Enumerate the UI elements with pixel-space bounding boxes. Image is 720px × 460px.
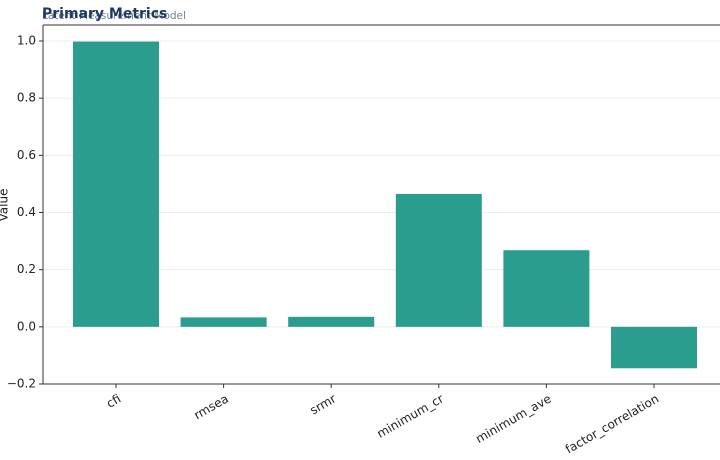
x-tick-label: cfi [104,392,123,411]
y-tick-label: 1.0 [17,34,36,48]
chart-subtitle: Latent Measurement Model [42,10,186,22]
y-tick-label: 0.6 [17,148,36,162]
x-tick-label: factor_correlation [563,392,661,457]
x-tick-label: rmsea [191,392,230,423]
x-tick-label: minimum_ave [473,392,553,447]
bar [180,317,267,327]
y-axis-label: Value [0,189,11,222]
y-tick-label: 0.0 [17,319,36,333]
bar [395,193,482,327]
bar [73,41,159,327]
bar [288,316,375,327]
chart-title: Primary Metrics [42,6,167,22]
y-tick-label: 0.8 [17,91,36,105]
x-tick-label: minimum_cr [375,391,447,440]
y-tick-label: −0.2 [7,377,36,391]
y-tick-label: 0.4 [17,205,36,219]
x-tick-label: srmr [308,391,339,417]
bar [503,250,590,327]
axis-frame [42,24,720,385]
y-tick-label: 0.2 [17,262,36,276]
bar [611,326,697,369]
